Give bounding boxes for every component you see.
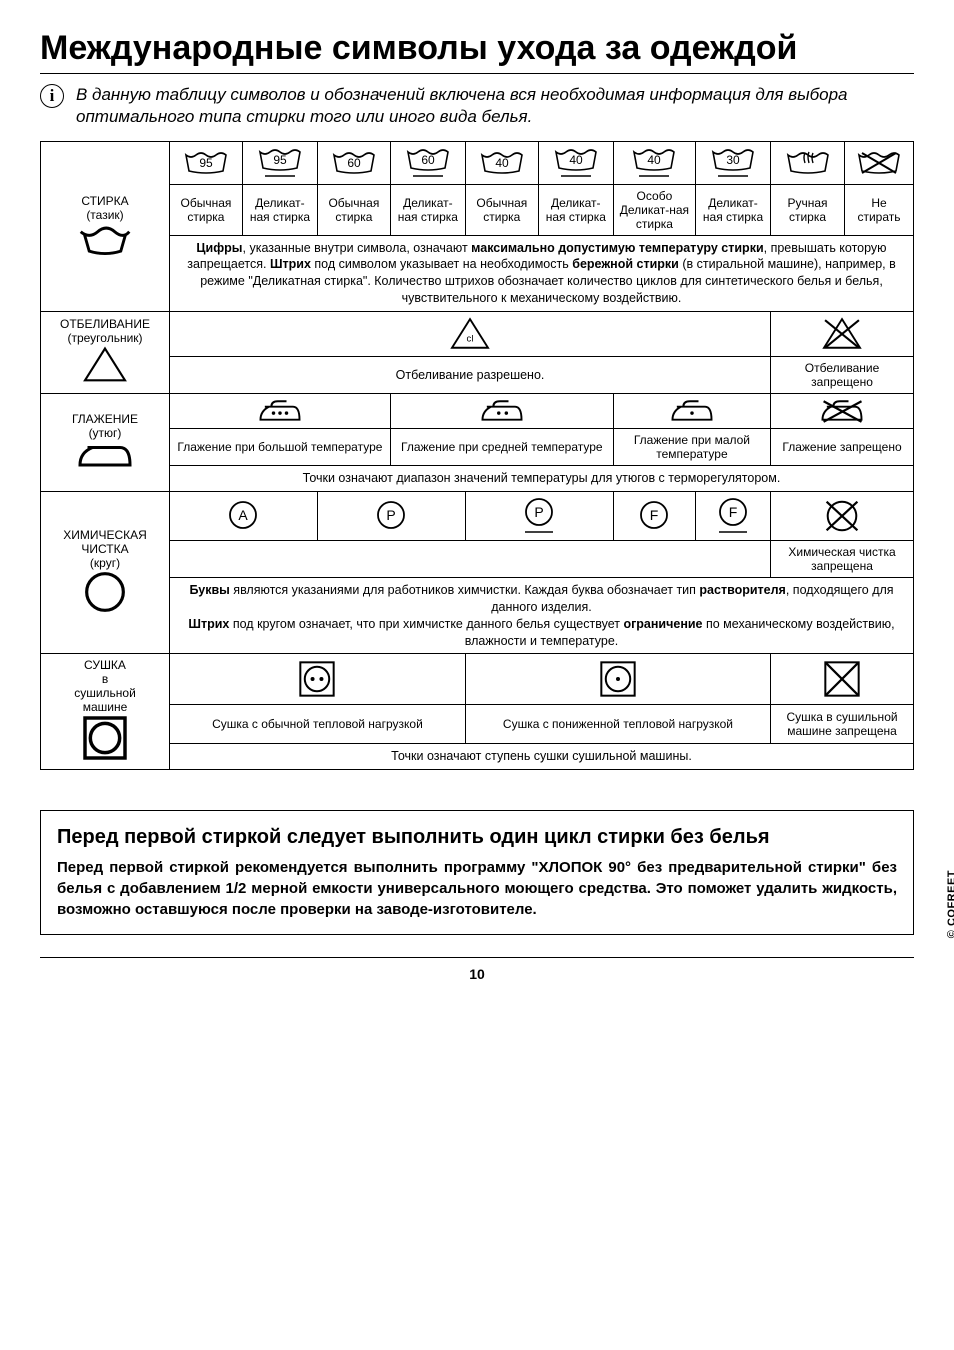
svg-text:40: 40	[569, 153, 583, 167]
wash-caption-6: Особо Деликат-ная стирка	[613, 184, 695, 235]
svg-text:40: 40	[648, 153, 662, 167]
washtub-40-icon: 40	[613, 141, 695, 184]
svg-text:95: 95	[199, 156, 213, 170]
washtub-40-icon: 40	[538, 141, 613, 184]
iron-cap-0: Глажение при большой температуре	[170, 429, 391, 466]
svg-text:P: P	[387, 507, 396, 523]
dryclean-no-icon	[771, 491, 914, 540]
copyright: © COFREET	[946, 870, 954, 938]
wash-label: СТИРКА (тазик)	[41, 141, 170, 312]
iron-no-icon	[771, 394, 914, 429]
care-symbols-table: СТИРКА (тазик) 95 95 60 60 40 40	[40, 141, 914, 771]
iron-2dots-icon	[390, 394, 613, 429]
nowash-icon	[844, 141, 913, 184]
bleach-label: ОТБЕЛИВАНИЕ (треугольник)	[41, 312, 170, 394]
iron-1dot-icon	[613, 394, 770, 429]
iron-cap-3: Глажение запрещено	[771, 429, 914, 466]
iron-cap-1: Глажение при средней температуре	[390, 429, 613, 466]
bleach-forbidden: Отбеливание запрещено	[771, 357, 914, 394]
svg-text:30: 30	[726, 153, 740, 167]
dryclean-desc: Буквы являются указаниями для работников…	[170, 577, 914, 654]
wash-desc: Цифры, указанные внутри символа, означаю…	[170, 235, 914, 312]
washtub-icon	[75, 222, 135, 256]
svg-text:A: A	[239, 507, 249, 523]
handwash-icon	[771, 141, 845, 184]
iron-cap-2: Глажение при малой температуре	[613, 429, 770, 466]
dry-desc: Точки означают ступень сушки сушильной м…	[170, 743, 914, 770]
svg-text:40: 40	[495, 156, 509, 170]
info-icon: i	[40, 84, 64, 108]
dryclean-label: ХИМИЧЕСКАЯ ЧИСТКА (круг)	[41, 491, 170, 654]
wash-caption-3: Деликат-ная стирка	[390, 184, 465, 235]
iron-icon	[76, 440, 134, 470]
wash-caption-1: Деликат-ная стирка	[242, 184, 317, 235]
triangle-icon	[80, 345, 130, 385]
dryclean-forbidden: Химическая чистка запрещена	[771, 540, 914, 577]
circle-icon	[80, 570, 130, 614]
svg-text:60: 60	[421, 153, 435, 167]
title-rule	[40, 73, 914, 74]
svg-text:F: F	[650, 507, 659, 523]
washtub-60-icon: 60	[390, 141, 465, 184]
wash-caption-4: Обычная стирка	[465, 184, 538, 235]
dryclean-A-icon: A	[170, 491, 318, 540]
page-title: Международные символы ухода за одеждой	[40, 30, 914, 67]
first-wash-heading: Перед первой стиркой следует выполнить о…	[57, 825, 897, 849]
dryclean-P-icon: P	[465, 491, 613, 540]
dryclean-F-icon: F	[613, 491, 695, 540]
tumble-dry-icon	[81, 714, 129, 762]
washtub-95-icon: 95	[170, 141, 243, 184]
wash-caption-5: Деликат-ная стирка	[538, 184, 613, 235]
first-wash-body: Перед первой стиркой рекомендуется выпол…	[57, 857, 897, 920]
wash-caption-0: Обычная стирка	[170, 184, 243, 235]
washtub-40-icon: 40	[465, 141, 538, 184]
dry-cap-2: Сушка в сушильной машине запрещена	[771, 705, 914, 743]
dry-label: СУШКА в сушильной машине	[41, 654, 170, 770]
washtub-95-icon: 95	[242, 141, 317, 184]
dry-no-icon	[771, 654, 914, 705]
dry-cap-1: Сушка с пониженной тепловой нагрузкой	[465, 705, 770, 743]
bleach-allowed: Отбеливание разрешено.	[170, 357, 771, 394]
dry-cap-0: Сушка с обычной тепловой нагрузкой	[170, 705, 466, 743]
iron-3dots-icon	[170, 394, 391, 429]
footer-rule	[40, 957, 914, 958]
bleach-forbidden-icon	[771, 312, 914, 357]
dry-2dots-icon	[170, 654, 466, 705]
washtub-60-icon: 60	[317, 141, 390, 184]
iron-label: ГЛАЖЕНИЕ (утюг)	[41, 394, 170, 492]
svg-text:F: F	[729, 504, 738, 520]
bleach-allowed-icon: cl	[170, 312, 771, 357]
dryclean-F-icon: F	[696, 491, 771, 540]
wash-caption-no: Не стирать	[844, 184, 913, 235]
washtub-30-icon: 30	[696, 141, 771, 184]
wash-caption-2: Обычная стирка	[317, 184, 390, 235]
svg-text:cl: cl	[467, 333, 474, 344]
page-number: 10	[40, 966, 914, 982]
svg-text:P: P	[535, 504, 544, 520]
svg-text:60: 60	[347, 156, 361, 170]
iron-desc: Точки означают диапазон значений темпера…	[170, 466, 914, 492]
dryclean-P-icon: P	[317, 491, 465, 540]
wash-caption-hand: Ручная стирка	[771, 184, 845, 235]
intro-text: В данную таблицу символов и обозначений …	[76, 84, 914, 128]
svg-text:95: 95	[273, 153, 287, 167]
wash-caption-7: Деликат-ная стирка	[696, 184, 771, 235]
dry-1dot-icon	[465, 654, 770, 705]
first-wash-box: Перед первой стиркой следует выполнить о…	[40, 810, 914, 935]
